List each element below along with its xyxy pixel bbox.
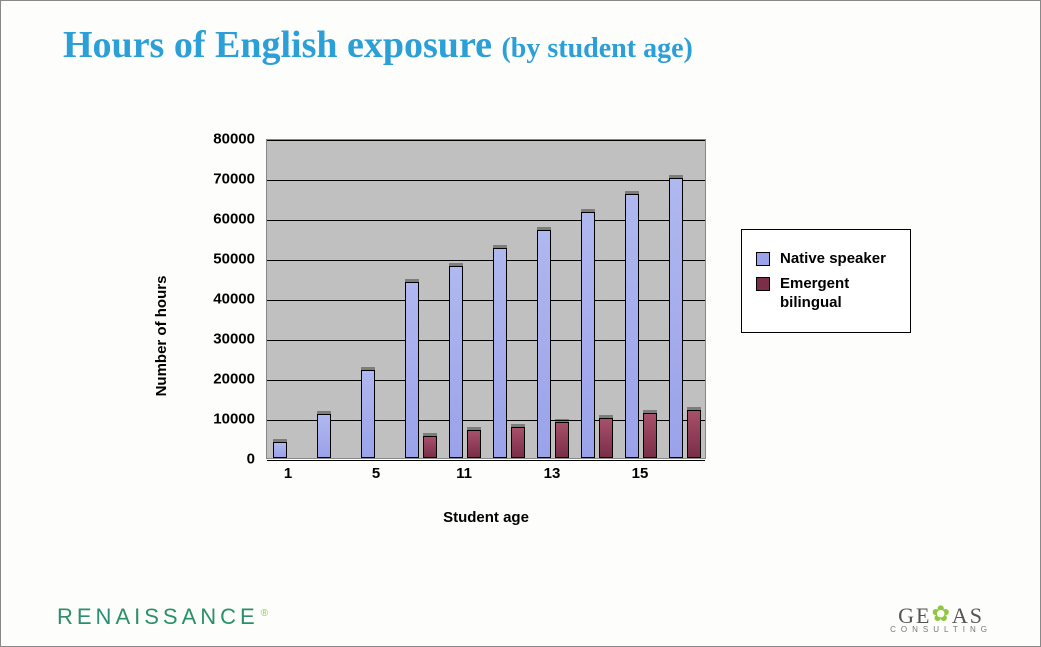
y-tick-label: 80000: [213, 131, 255, 148]
y-tick-label: 30000: [213, 331, 255, 348]
grid-line: [267, 180, 705, 181]
grid-line: [267, 260, 705, 261]
legend-swatch-emergent: [756, 277, 770, 291]
bar-native: [317, 414, 331, 458]
x-tick-label: 13: [544, 465, 561, 482]
bar-emergent: [687, 410, 701, 458]
grid-line: [267, 380, 705, 381]
x-ticks: 15111315: [266, 465, 706, 489]
y-tick-label: 60000: [213, 211, 255, 228]
bar-emergent: [467, 430, 481, 458]
grid-line: [267, 340, 705, 341]
footer: RENAISSANCE® GE✿AS CONSULTING: [1, 590, 1040, 630]
bar-emergent: [555, 422, 569, 458]
grid-line: [267, 460, 705, 461]
y-tick-label: 40000: [213, 291, 255, 308]
title-main: Hours of English exposure: [63, 24, 501, 66]
chart: Number of hours 0 10000 20000 30000 40000 500…: [101, 121, 921, 551]
x-axis-label: Student age: [266, 509, 706, 526]
legend: Native speaker Emergent bilingual: [741, 229, 911, 333]
gemas-logo-sub: CONSULTING: [890, 625, 992, 634]
legend-label-emergent: Emergent bilingual: [780, 275, 896, 313]
grid-line: [267, 140, 705, 141]
bar-native: [361, 370, 375, 458]
y-tick-label: 10000: [213, 411, 255, 428]
renaissance-logo-text: RENAISSANCE: [57, 604, 259, 629]
y-ticks: 0100002000030000400005000060000700008000…: [191, 139, 261, 459]
registered-icon: ®: [261, 608, 268, 619]
bar-native: [537, 230, 551, 458]
renaissance-logo: RENAISSANCE®: [57, 604, 268, 630]
grid-line: [267, 420, 705, 421]
grid-line: [267, 220, 705, 221]
bar-emergent: [643, 413, 657, 458]
gemas-logo: GE✿AS CONSULTING: [890, 603, 992, 634]
legend-item-emergent: Emergent bilingual: [756, 275, 896, 313]
grid-line: [267, 300, 705, 301]
slide: Hours of English exposure (by student ag…: [0, 0, 1041, 647]
bar-native: [581, 212, 595, 458]
y-tick-label: 20000: [213, 371, 255, 388]
gemas-logo-text: GE✿AS: [890, 603, 992, 627]
bar-emergent: [423, 436, 437, 458]
bar-native: [449, 266, 463, 458]
legend-item-native: Native speaker: [756, 250, 896, 269]
leaf-icon: ✿: [931, 601, 951, 626]
y-tick-label: 50000: [213, 251, 255, 268]
legend-label-native: Native speaker: [780, 250, 886, 269]
bar-emergent: [599, 418, 613, 458]
bar-emergent: [511, 427, 525, 458]
bar-native: [273, 442, 287, 458]
x-tick-label: 5: [372, 465, 380, 482]
y-tick-label: 70000: [213, 171, 255, 188]
slide-title: Hours of English exposure (by student ag…: [63, 23, 963, 67]
plot-area: [266, 139, 706, 459]
x-tick-label: 1: [284, 465, 292, 482]
bar-native: [493, 248, 507, 458]
x-tick-label: 11: [456, 465, 472, 482]
title-sub: (by student age): [501, 33, 692, 64]
bar-native: [625, 194, 639, 458]
y-axis-label: Number of hours: [153, 276, 170, 397]
bar-native: [669, 178, 683, 458]
legend-swatch-native: [756, 252, 770, 266]
x-tick-label: 15: [632, 465, 649, 482]
bar-native: [405, 282, 419, 458]
y-tick-label: 0: [247, 451, 255, 468]
